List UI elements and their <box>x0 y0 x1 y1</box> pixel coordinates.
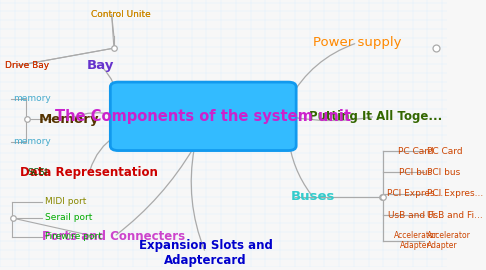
Text: Control Unite: Control Unite <box>91 10 151 19</box>
Text: Bay: Bay <box>87 59 114 72</box>
Text: UsB and Fi...: UsB and Fi... <box>427 211 482 220</box>
Text: The Components of the system unit: The Components of the system unit <box>55 109 351 124</box>
Text: UsB and Fi...: UsB and Fi... <box>387 211 443 220</box>
Text: Accelerator
Adapter: Accelerator Adapter <box>394 231 437 250</box>
Text: PCI Expres...: PCI Expres... <box>427 189 483 198</box>
Text: Drive Bay: Drive Bay <box>5 61 49 70</box>
Text: Data Representation: Data Representation <box>20 166 158 179</box>
Text: Control Unite: Control Unite <box>91 10 151 19</box>
Text: PCI bus: PCI bus <box>427 168 460 177</box>
Text: Ports and Connecters: Ports and Connecters <box>42 230 186 243</box>
Text: Buses: Buses <box>291 190 335 203</box>
Text: Accelerator
Adapter: Accelerator Adapter <box>427 231 470 250</box>
Text: Drive Bay: Drive Bay <box>5 61 49 70</box>
Text: Serail port: Serail port <box>45 214 92 222</box>
Text: PCI bus: PCI bus <box>399 168 432 177</box>
Text: PCI Expres...: PCI Expres... <box>387 189 444 198</box>
Text: memory: memory <box>14 137 51 146</box>
Text: SCSI: SCSI <box>28 168 48 177</box>
Text: PC Card: PC Card <box>427 147 462 156</box>
Text: Memory: Memory <box>39 113 100 126</box>
Text: Putting It All Toge...: Putting It All Toge... <box>309 110 442 123</box>
Text: PC Card: PC Card <box>398 147 433 156</box>
Text: memory: memory <box>14 94 51 103</box>
Text: Expansion Slots and
Adaptercard: Expansion Slots and Adaptercard <box>139 239 273 267</box>
FancyBboxPatch shape <box>110 82 296 151</box>
Text: Power supply: Power supply <box>313 36 401 49</box>
Text: Firewire port: Firewire port <box>45 232 102 241</box>
Text: MIDI port: MIDI port <box>45 197 86 206</box>
